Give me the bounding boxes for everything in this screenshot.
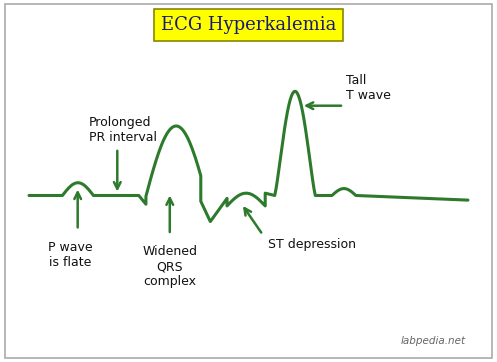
Text: ST depression: ST depression	[267, 238, 355, 251]
Text: P wave
is flate: P wave is flate	[48, 241, 93, 269]
Text: Widened
QRS
complex: Widened QRS complex	[142, 245, 197, 288]
Text: Tall
T wave: Tall T wave	[346, 74, 391, 102]
Text: ECG Hyperkalemia: ECG Hyperkalemia	[161, 16, 336, 34]
Text: labpedia.net: labpedia.net	[401, 336, 466, 346]
Text: Prolonged
PR interval: Prolonged PR interval	[88, 116, 157, 144]
